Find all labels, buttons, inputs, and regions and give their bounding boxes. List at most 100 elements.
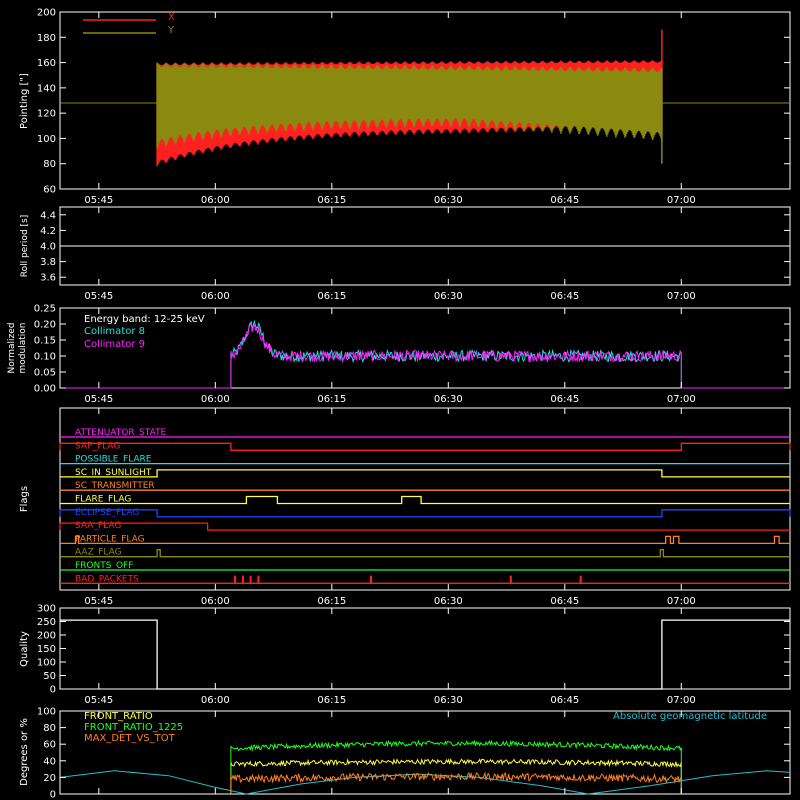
legend-label-max-det-vs-tot: MAX_DET_VS_TOT	[84, 733, 176, 744]
x-tick-label: 06:45	[550, 394, 579, 405]
legend-label-x: X	[168, 12, 175, 23]
flag-label-sc-transmitter: SC_TRANSMITTER	[75, 481, 155, 491]
legend-label-front-ratio-1225: FRONT_RATIO_1225	[84, 722, 183, 733]
x-tick-label: 06:15	[317, 195, 346, 206]
y-tick-label: 160	[37, 58, 56, 69]
panel-quality: 0 50 100 150 200 250 300 05:45 06:00 06:15 06:30 0…	[19, 604, 791, 706]
x-tick-label: 06:15	[317, 596, 346, 607]
series-collimator-8-line	[60, 319, 790, 389]
x-tick-label: 06:00	[201, 596, 230, 607]
x-tick-label: 07:00	[667, 596, 696, 607]
y-tick-label: 60	[43, 740, 56, 751]
y-tick-label: 0	[50, 790, 56, 800]
y-axis-label: Quality	[19, 631, 30, 667]
x-tick-label: 05:45	[84, 291, 113, 302]
y-tick-label: 3.8	[40, 257, 56, 268]
x-tick-label: 07:00	[667, 195, 696, 206]
x-tick-label: 06:30	[434, 695, 463, 706]
y-tick-label: 0.20	[34, 320, 56, 331]
geomagnetic-latitude-line	[59, 770, 791, 795]
y-axis-label-line1: Normalized	[7, 322, 17, 373]
flag-label-aaz-flag: AAZ_FLAG	[75, 548, 122, 558]
legend-label-geomagnetic-latitude: Absolute geomagnetic latitude	[613, 711, 767, 722]
y-tick-label: 180	[37, 33, 56, 44]
flag-line-eclipse-flag	[59, 509, 791, 518]
x-tick-label: 07:00	[667, 695, 696, 706]
flag-label-attenuator-state: ATTENUATOR_STATE	[75, 428, 167, 438]
flag-label-particle-flag: PARTICLE_FLAG	[75, 534, 145, 544]
y-tick-label: 100	[37, 707, 56, 718]
panel-modulation: 0.00 0.05 0.10 0.15 0.20 0.25 05:45 06:00 06:15…	[7, 304, 791, 405]
y-tick-label: 200	[37, 631, 56, 642]
y-tick-label: 0.10	[34, 352, 56, 363]
y-tick-label: 40	[43, 756, 56, 767]
panel-ratios: 0 20 40 60 80 100 Degrees or % FRONT_RATIO FR…	[19, 707, 791, 800]
y-tick-label: 0.25	[34, 304, 56, 315]
flag-label-flare-flag: FLARE_FLAG	[75, 495, 131, 505]
y-tick-label: 4.2	[40, 226, 56, 237]
y-tick-label: 50	[43, 671, 56, 682]
y-tick-label: 80	[43, 159, 56, 170]
y-tick-label: 4.0	[40, 242, 56, 253]
panel-roll: 3.6 3.8 4.0 4.2 4.4 05:45 06:00 06:15 06:30 06:4…	[20, 206, 791, 302]
y-tick-label: 0.00	[34, 384, 56, 395]
y-axis-label: Degrees or %	[19, 718, 30, 786]
y-tick-label: 4.4	[40, 210, 56, 221]
legend-label-collimator-9: Collimator 9	[84, 339, 145, 350]
x-tick-label: 06:15	[317, 695, 346, 706]
y-tick-label: 150	[37, 644, 56, 655]
y-axis-label: Pointing ["]	[19, 73, 30, 129]
series-front-ratio-line	[230, 757, 682, 794]
flag-line-sc-in-sunlight	[60, 469, 790, 478]
x-tick-label: 05:45	[84, 394, 113, 405]
flag-line-bad-packets	[60, 575, 790, 584]
x-tick-label: 06:15	[317, 394, 346, 405]
panel-pointing: 60 80 100 120 140 160 180 200 05:45 06:00 06:15 06…	[19, 8, 791, 206]
x-tick-label: 06:00	[201, 195, 230, 206]
y-axis-label: Roll period [s]	[20, 215, 30, 277]
flag-label-saa-flag: SAA_FLAG	[75, 521, 121, 531]
flag-label-sap-flag: SAP_FLAG	[75, 441, 120, 451]
series-max-det-vs-tot-line	[230, 771, 682, 794]
x-tick-label: 06:45	[550, 291, 579, 302]
x-tick-label: 07:00	[667, 394, 696, 405]
x-tick-label: 07:00	[667, 291, 696, 302]
y-tick-label: 0.05	[34, 368, 56, 379]
y-tick-label: 200	[37, 8, 56, 19]
x-tick-label: 06:00	[201, 394, 230, 405]
y-axis-label-line2: modulation	[18, 323, 28, 374]
flag-line-particle-flag	[60, 535, 790, 545]
x-tick-label: 06:30	[434, 291, 463, 302]
x-tick-label: 06:45	[550, 596, 579, 607]
x-tick-label: 05:45	[84, 195, 113, 206]
flag-label-sc-in-sunlight: SC_IN_SUNLIGHT	[75, 468, 152, 478]
y-tick-label: 80	[43, 723, 56, 734]
y-axis-label: Flags	[19, 486, 30, 512]
series-y-oscillation	[156, 62, 663, 149]
x-tick-label: 06:45	[550, 695, 579, 706]
flag-line-aaz-flag	[60, 549, 790, 558]
series-front-ratio-1225-line	[230, 739, 682, 794]
legend: X Y	[83, 12, 175, 36]
y-tick-label: 100	[37, 658, 56, 669]
legend-label-y: Y	[167, 25, 175, 36]
x-tick-label: 06:30	[434, 596, 463, 607]
legend-label-collimator-8: Collimator 8	[84, 326, 145, 337]
flag-label-eclipse-flag: ECLIPSE_FLAG	[75, 508, 139, 518]
flag-line-saa-flag	[59, 522, 790, 531]
x-tick-label: 06:30	[434, 394, 463, 405]
y-tick-label: 0	[50, 685, 56, 696]
flag-line-sap-flag	[59, 442, 791, 451]
flag-label-possible-flare: POSSIBLE_FLARE	[75, 455, 152, 465]
x-tick-label: 05:45	[84, 596, 113, 607]
series-collimator-9-line	[60, 322, 790, 389]
y-tick-label: 250	[37, 617, 56, 628]
y-tick-label: 60	[43, 185, 56, 196]
x-tick-label: 06:45	[550, 195, 579, 206]
energy-band-annotation: Energy band: 12-25 keV	[84, 314, 205, 325]
x-tick-label: 06:00	[201, 695, 230, 706]
y-tick-label: 300	[37, 604, 56, 615]
y-tick-label: 120	[37, 109, 56, 120]
panel-flags: ATTENUATOR_STATE SAP_FLAG POSSIBLE_FLARE SC…	[19, 407, 791, 607]
